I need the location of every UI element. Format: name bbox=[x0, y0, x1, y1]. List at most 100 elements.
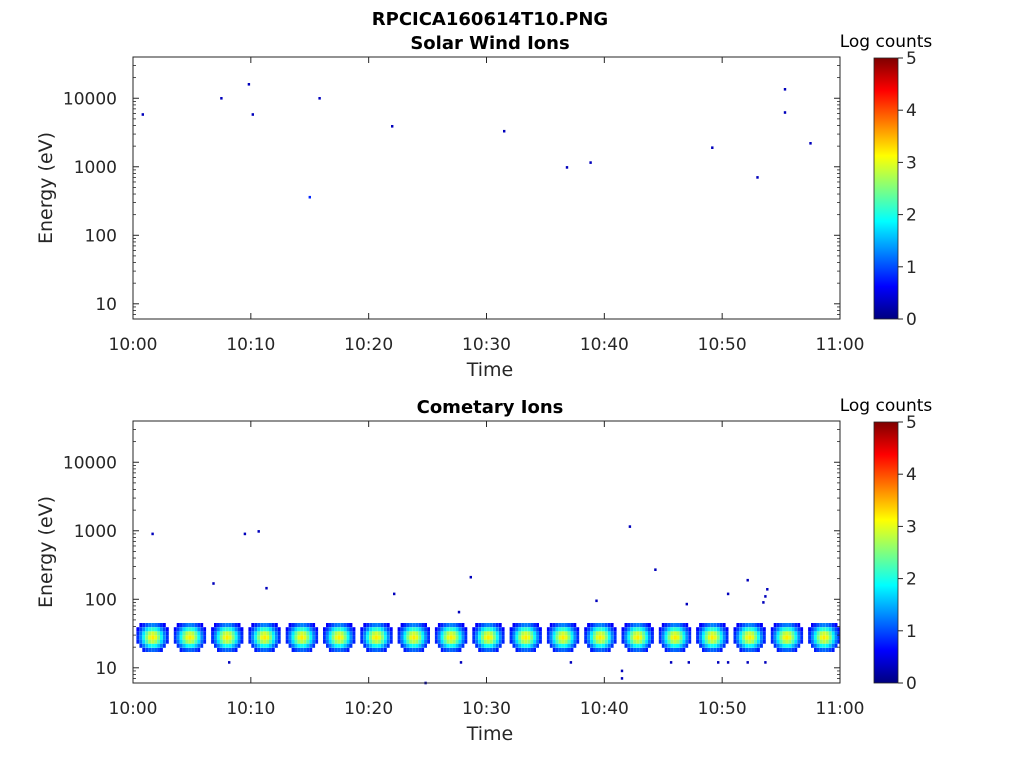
burst-cell bbox=[145, 639, 149, 644]
burst-cell bbox=[788, 631, 792, 636]
burst-cell bbox=[651, 627, 654, 632]
burst-cell bbox=[148, 627, 152, 632]
burst-cell bbox=[658, 639, 662, 644]
burst-cell bbox=[346, 643, 350, 648]
burst-cell bbox=[197, 627, 201, 632]
burst-cell bbox=[380, 623, 384, 628]
burst-cell bbox=[142, 647, 146, 652]
burst-cell bbox=[679, 647, 683, 652]
burst-cell bbox=[397, 635, 401, 640]
burst-cell bbox=[409, 643, 413, 648]
burst-cell bbox=[816, 643, 820, 648]
data-point bbox=[247, 83, 251, 86]
burst-cell bbox=[567, 647, 571, 652]
burst-cell bbox=[237, 627, 241, 632]
burst-cell bbox=[530, 643, 534, 648]
burst-cell bbox=[352, 639, 356, 644]
burst-cell bbox=[702, 631, 705, 636]
burst-cell bbox=[360, 627, 364, 632]
data-point bbox=[809, 142, 812, 145]
burst-cell bbox=[808, 631, 811, 636]
burst-cell bbox=[828, 635, 832, 640]
burst-cell bbox=[748, 623, 752, 628]
burst-cell bbox=[217, 643, 220, 648]
burst-cell bbox=[372, 635, 375, 640]
burst-cell bbox=[716, 635, 720, 640]
burst-cell bbox=[776, 643, 780, 648]
burst-cell bbox=[326, 623, 329, 628]
burst-cell bbox=[745, 647, 749, 652]
burst-cell bbox=[343, 647, 347, 652]
burst-cell bbox=[375, 635, 378, 640]
burst-cell bbox=[536, 643, 539, 648]
burst-cell bbox=[188, 647, 192, 652]
burst-cell bbox=[188, 639, 192, 644]
burst-cell bbox=[501, 639, 505, 644]
burst-cell bbox=[530, 627, 534, 632]
y-tick-label: 100 bbox=[85, 226, 117, 246]
burst-cell bbox=[443, 639, 447, 644]
burst-cell bbox=[340, 627, 344, 632]
burst-cell bbox=[257, 635, 261, 640]
burst-cell bbox=[214, 623, 217, 628]
burst-cell bbox=[834, 627, 838, 632]
burst-cell bbox=[403, 647, 407, 652]
burst-cell bbox=[576, 631, 580, 636]
burst-cell bbox=[157, 647, 160, 652]
burst-cell bbox=[449, 639, 453, 644]
burst-cell bbox=[194, 647, 198, 652]
burst-cell bbox=[664, 627, 668, 632]
burst-cell bbox=[464, 639, 468, 644]
burst-cell bbox=[294, 639, 298, 644]
burst-cell bbox=[211, 639, 214, 644]
burst-cell bbox=[309, 623, 313, 628]
burst-cell bbox=[274, 627, 278, 632]
burst-cell bbox=[165, 639, 169, 644]
burst-cell bbox=[403, 639, 407, 644]
burst-cell bbox=[269, 643, 272, 648]
burst-cell bbox=[495, 647, 499, 652]
colorbar-tick-label: 1 bbox=[906, 622, 917, 642]
burst-cell bbox=[219, 623, 223, 628]
burst-cell bbox=[340, 631, 344, 636]
burst-cell bbox=[412, 647, 416, 652]
burst-cell bbox=[157, 643, 160, 648]
burst-cell bbox=[645, 627, 648, 632]
burst-cell bbox=[673, 643, 677, 648]
burst-cell bbox=[154, 635, 157, 640]
burst-cell bbox=[648, 623, 651, 628]
burst-cell bbox=[487, 639, 490, 644]
burst-cell bbox=[378, 647, 381, 652]
burst-cell bbox=[346, 627, 350, 632]
burst-cell bbox=[478, 639, 482, 644]
burst-cell bbox=[360, 639, 364, 644]
burst-cell bbox=[797, 643, 801, 648]
burst-cell bbox=[475, 623, 479, 628]
burst-cell bbox=[458, 623, 462, 628]
burst-cell bbox=[372, 643, 375, 648]
burst-cell bbox=[834, 639, 838, 644]
burst-cell bbox=[251, 639, 255, 644]
burst-cell bbox=[584, 627, 588, 632]
burst-cell bbox=[825, 623, 829, 628]
burst-cell bbox=[733, 639, 737, 644]
burst-cell bbox=[383, 623, 387, 628]
burst-cell bbox=[773, 631, 777, 636]
burst-cell bbox=[142, 639, 146, 644]
burst-cell bbox=[214, 635, 217, 640]
x-tick-label: 10:30 bbox=[462, 699, 511, 719]
burst-cell bbox=[303, 635, 307, 640]
burst-cell bbox=[630, 627, 634, 632]
burst-cell bbox=[785, 627, 789, 632]
burst-cell bbox=[326, 639, 329, 644]
burst-cell bbox=[811, 639, 814, 644]
burst-cell bbox=[409, 647, 413, 652]
data-point bbox=[308, 195, 311, 199]
burst-cell bbox=[791, 635, 795, 640]
burst-cell bbox=[334, 639, 338, 644]
burst-cell bbox=[791, 623, 795, 628]
burst-cell bbox=[773, 627, 777, 632]
data-point bbox=[685, 602, 688, 606]
burst-cell bbox=[197, 647, 201, 652]
burst-cell bbox=[598, 627, 602, 632]
